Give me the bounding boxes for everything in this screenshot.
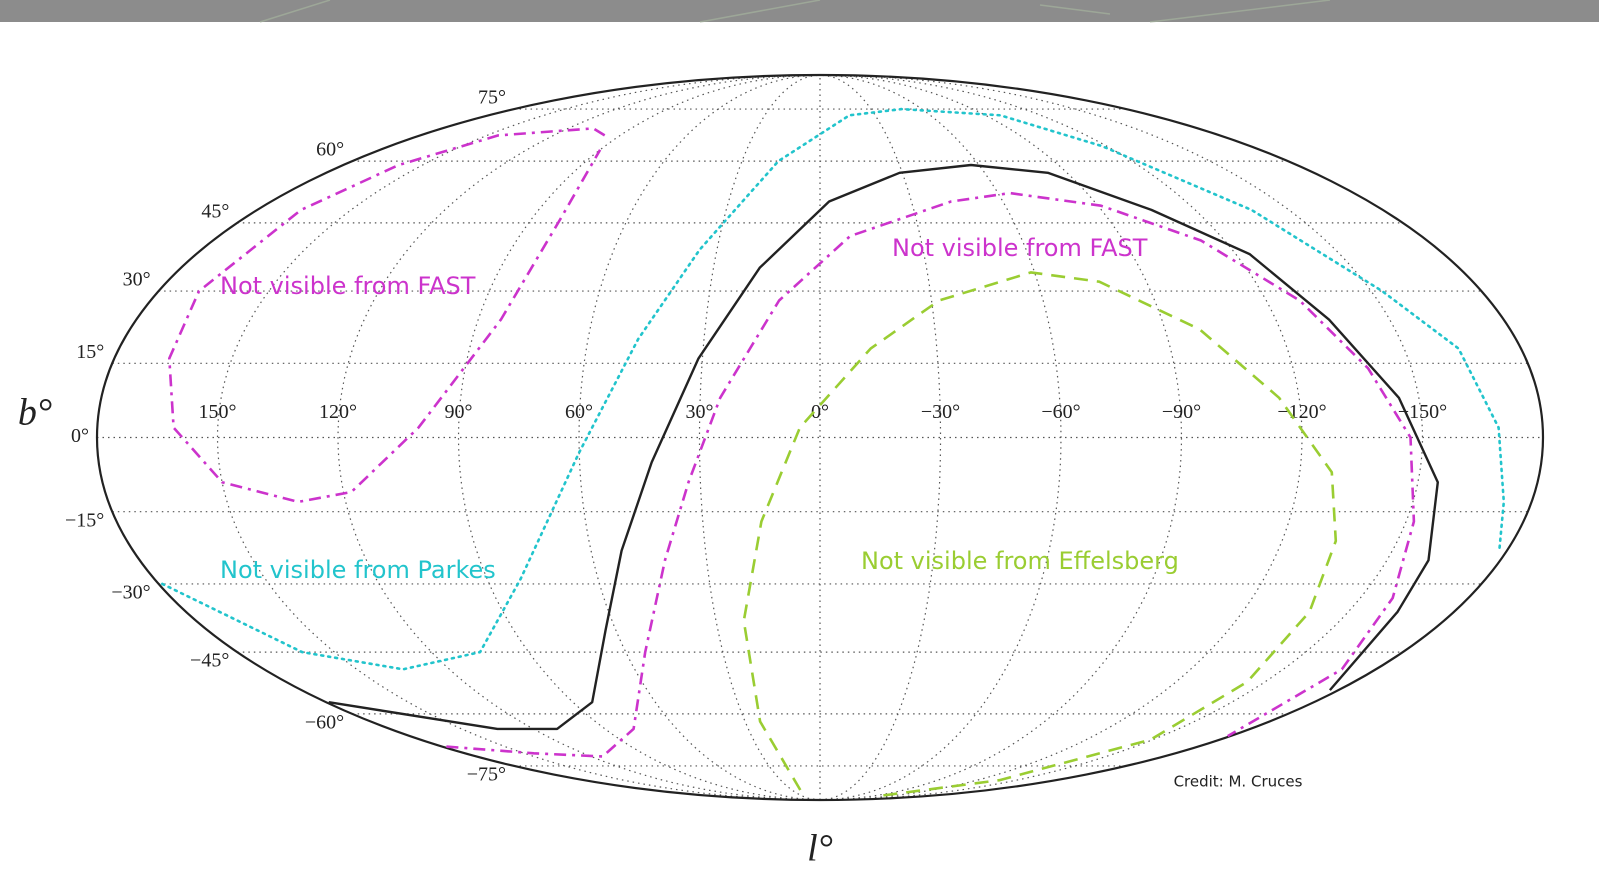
x-tick-label: 150° xyxy=(199,401,237,423)
y-tick-label: −75° xyxy=(467,764,506,786)
page: b° l° Credit: M. Cruces 75° 60° 45° 30° 15° 0… xyxy=(0,0,1599,891)
chart: b° l° Credit: M. Cruces 75° 60° 45° 30° 15° 0… xyxy=(0,0,1599,891)
x-tick-label: 30° xyxy=(686,401,714,423)
y-tick-label: −45° xyxy=(190,650,229,672)
y-tick-label: −30° xyxy=(111,582,150,604)
x-tick-label: −90° xyxy=(1162,401,1201,423)
y-tick-label: 45° xyxy=(201,200,229,222)
y-tick-label: 30° xyxy=(123,269,151,291)
y-axis-label: b° xyxy=(18,392,52,434)
y-tick-label: 60° xyxy=(316,139,344,161)
annotation: Not visible from FAST xyxy=(220,272,476,300)
x-tick-label: −60° xyxy=(1041,401,1080,423)
y-tick-label: −15° xyxy=(65,509,104,531)
x-tick-label: −120° xyxy=(1277,401,1326,423)
x-tick-label: 120° xyxy=(319,401,357,423)
boundary-line xyxy=(744,272,1336,796)
y-tick-label: 15° xyxy=(76,341,104,363)
boundary-line xyxy=(329,165,1438,729)
annotation: Not visible from Effelsberg xyxy=(861,547,1179,575)
y-tick-label: 0° xyxy=(71,425,89,447)
x-axis-label: l° xyxy=(807,828,833,870)
annotation: Not visible from FAST xyxy=(892,234,1148,262)
boundary-line xyxy=(162,109,1504,669)
y-tick-label: 75° xyxy=(478,87,506,109)
credit: Credit: M. Cruces xyxy=(1174,773,1303,791)
x-tick-label: 90° xyxy=(445,401,473,423)
annotation: Not visible from Parkes xyxy=(220,556,496,584)
y-tick-label: −60° xyxy=(305,711,344,733)
x-tick-label: 60° xyxy=(565,401,593,423)
x-tick-label: −30° xyxy=(921,401,960,423)
